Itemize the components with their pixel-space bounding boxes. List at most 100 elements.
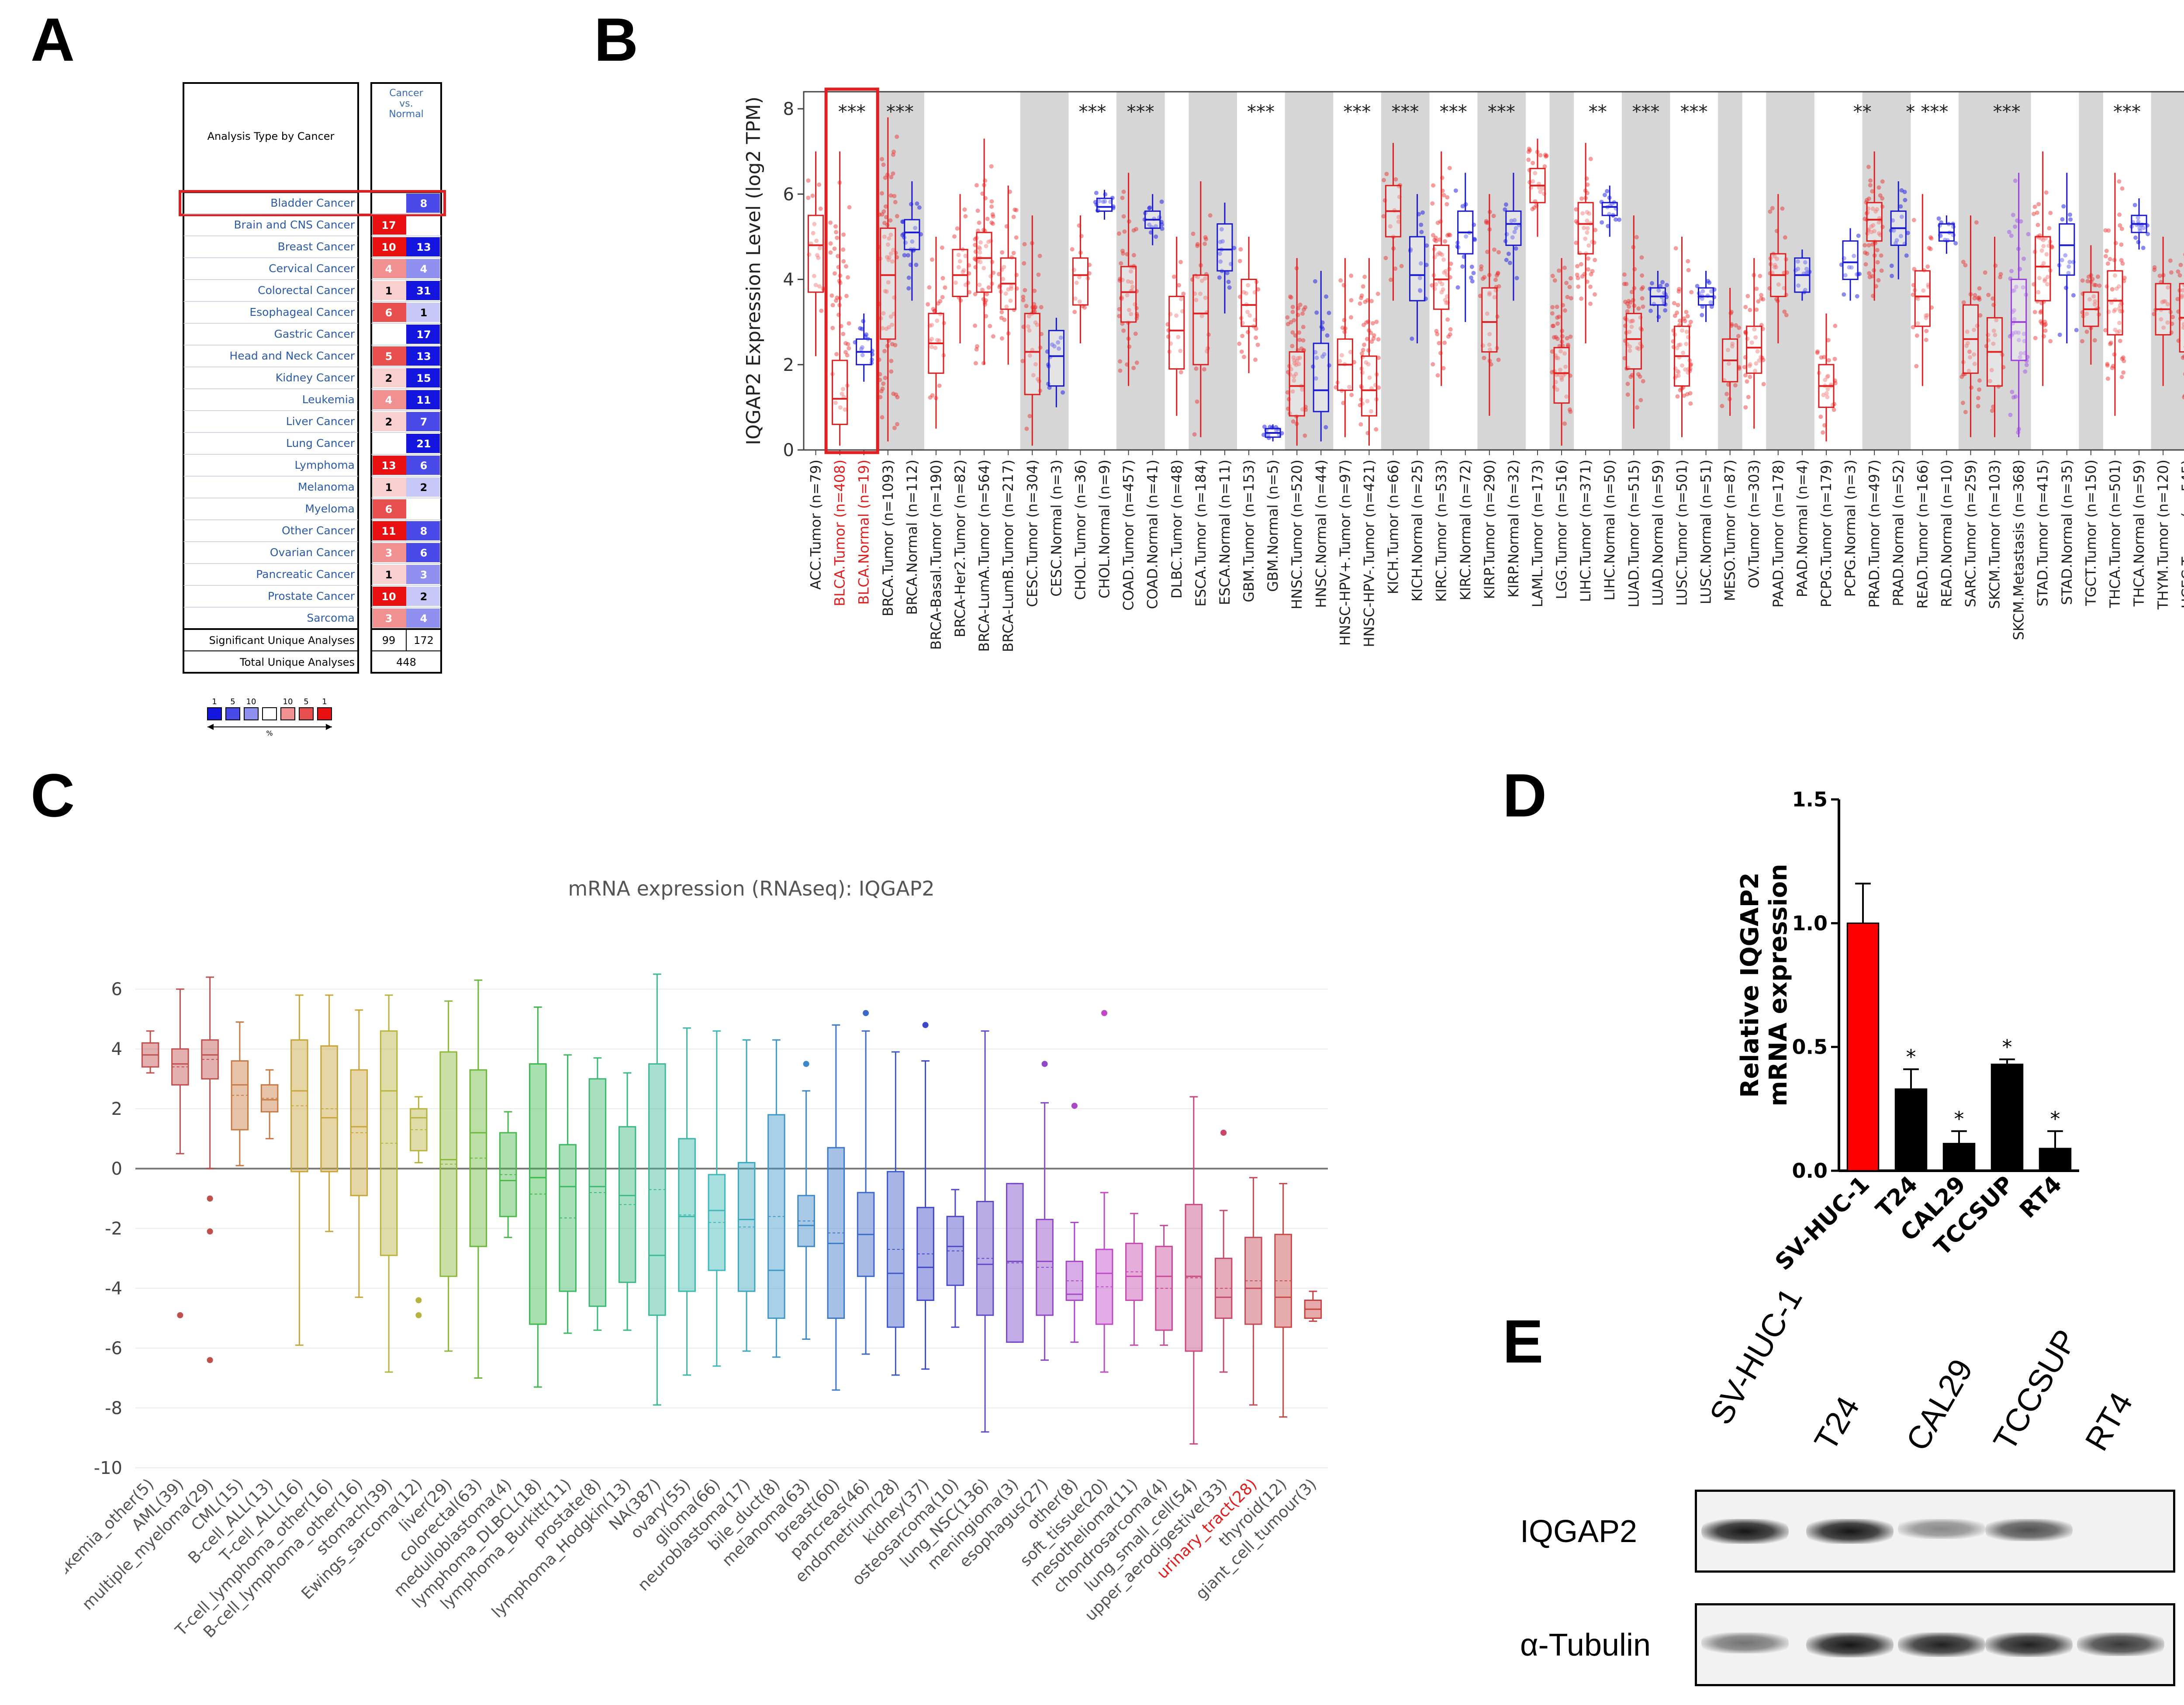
jitter-point: [989, 204, 994, 209]
jitter-points: [1889, 188, 1910, 278]
significance-mark: *: [1906, 1045, 1916, 1069]
jitter-point: [2007, 230, 2011, 235]
box: [1433, 244, 1450, 310]
jitter-point: [1366, 362, 1371, 367]
jitter-point: [1977, 378, 1982, 383]
jitter-point: [1464, 234, 1469, 239]
jitter-point: [1726, 382, 1731, 387]
jitter-point: [1292, 374, 1296, 379]
jitter-point: [2037, 276, 2042, 280]
x-tick-label: BRCA-Her2.Tumor (n=82): [952, 460, 968, 637]
up-cell: [373, 565, 406, 584]
jitter-points: [1671, 246, 1694, 406]
down-count: 7: [420, 416, 428, 428]
jitter-point: [1876, 231, 1881, 236]
jitter-point: [1585, 182, 1590, 187]
blot-row-label: α-Tubulin: [1520, 1628, 1651, 1663]
jitter-point: [885, 289, 889, 294]
jitter-point: [1420, 210, 1425, 215]
jitter-point: [1303, 305, 1308, 310]
jitter-point: [1009, 286, 1014, 291]
jitter-point: [1349, 393, 1354, 398]
up-cell: [373, 215, 406, 235]
jitter-point: [1972, 352, 1977, 357]
jitter-point: [1314, 356, 1319, 360]
jitter-point: [1130, 284, 1135, 289]
jitter-point: [1154, 224, 1158, 229]
header-right-text: vs.: [399, 98, 413, 109]
jitter-point: [1890, 273, 1894, 278]
jitter-point: [2032, 204, 2037, 209]
jitter-point: [1974, 220, 1979, 225]
jitter-point: [1032, 305, 1037, 310]
jitter-point: [1761, 297, 1766, 302]
jitter-point: [1542, 164, 1547, 169]
jitter-point: [1636, 372, 1641, 377]
jitter-point: [2178, 263, 2183, 267]
y-tick-label: 0: [783, 440, 794, 460]
jitter-point: [1675, 369, 1680, 374]
jitter-point: [1921, 288, 1926, 293]
jitter-point: [1879, 268, 1884, 273]
jitter-point: [1432, 238, 1437, 242]
jitter-point: [1300, 311, 1305, 316]
jitter-point: [879, 389, 884, 394]
jitter-point: [1832, 356, 1837, 361]
lane-label: T24: [1807, 1390, 1866, 1457]
jitter-point: [1915, 321, 1920, 326]
up-cell: [373, 412, 406, 431]
jitter-point: [2117, 179, 2122, 184]
up-cell: [373, 543, 406, 562]
jitter-point: [1418, 288, 1423, 293]
jitter-point: [881, 163, 886, 167]
jitter-point: [1683, 367, 1688, 372]
jitter-point: [1624, 282, 1629, 287]
jitter-point: [1966, 368, 1971, 373]
jitter-point: [1531, 161, 1535, 166]
jitter-point: [1014, 208, 1019, 213]
jitter-point: [1171, 274, 1176, 279]
jitter-point: [1593, 258, 1597, 263]
y-tick-label: -2: [105, 1219, 122, 1239]
jitter-point: [860, 353, 865, 357]
up-cell: [373, 609, 406, 628]
box: [952, 249, 968, 297]
jitter-point: [1178, 259, 1183, 264]
jitter-point: [1320, 354, 1325, 359]
jitter-point: [2113, 327, 2118, 332]
jitter-point: [980, 287, 985, 292]
down-cell: [406, 412, 440, 431]
jitter-point: [1677, 318, 1682, 323]
cancer-name: Kidney Cancer: [276, 371, 355, 384]
jitter-point: [967, 290, 972, 294]
jitter-point: [2018, 351, 2023, 356]
jitter-point: [1290, 389, 1295, 394]
jitter-point: [1298, 302, 1303, 307]
jitter-point: [1492, 247, 1496, 252]
jitter-point: [1121, 251, 1126, 256]
jitter-point: [1803, 260, 1807, 265]
x-tick-label: KIRC.Tumor (n=533): [1433, 460, 1450, 602]
jitter-point: [1628, 374, 1633, 379]
jitter-point: [1748, 374, 1752, 379]
cancer-name: Cervical Cancer: [269, 262, 355, 275]
jitter-point: [1487, 332, 1492, 336]
jitter-point: [1685, 392, 1690, 397]
jitter-point: [1014, 235, 1019, 240]
jitter-point: [1568, 276, 1573, 281]
jitter-point: [1819, 355, 1824, 360]
jitter-point: [1024, 426, 1029, 431]
jitter-point: [1077, 299, 1082, 304]
bar: [1990, 1063, 2024, 1172]
box: [678, 1138, 696, 1292]
jitter-point: [1359, 293, 1364, 298]
jitter-point: [1826, 374, 1831, 378]
jitter-point: [1977, 295, 1981, 300]
jitter-point: [836, 254, 840, 259]
jitter-point: [1445, 233, 1450, 238]
down-count: 6: [420, 547, 428, 559]
up-count: 6: [385, 503, 393, 515]
protein-band: [1898, 1519, 1985, 1539]
jitter-point: [1575, 264, 1580, 269]
up-cell: [373, 346, 406, 366]
